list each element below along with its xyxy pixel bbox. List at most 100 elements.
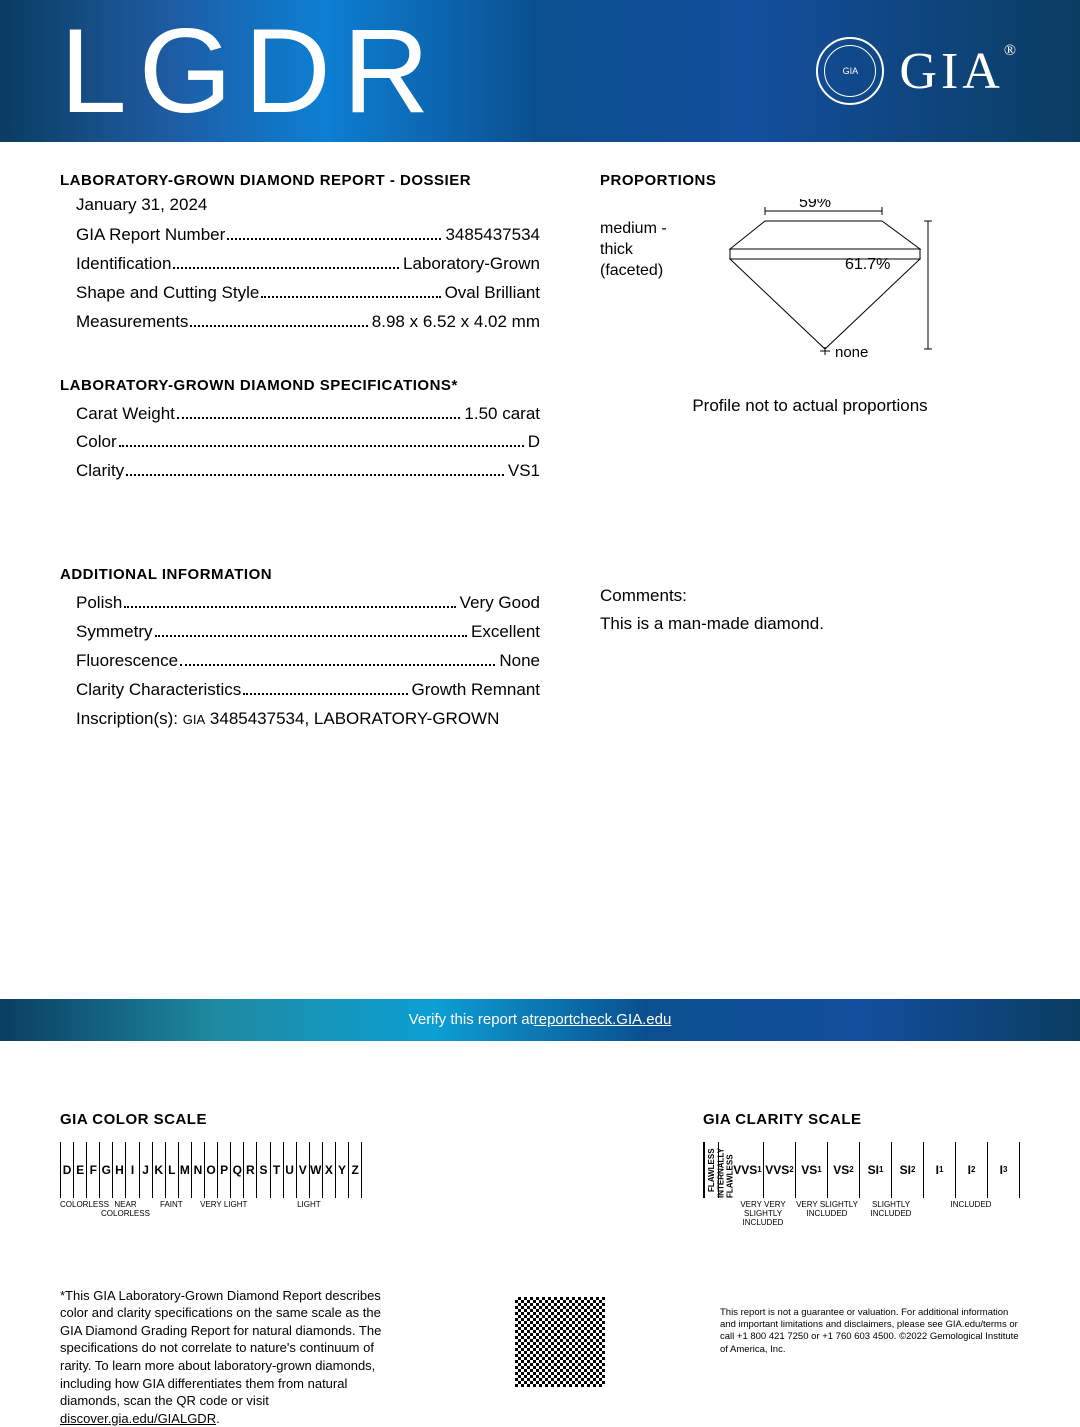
row-label: GIA Report Number <box>76 221 225 250</box>
color-grade-cell: F <box>87 1142 100 1198</box>
color-grade-cell: N <box>192 1142 205 1198</box>
data-row: Shape and Cutting Style Oval Brilliant <box>76 279 540 308</box>
verify-prefix: Verify this report at <box>409 1011 534 1028</box>
color-grade-cell: K <box>153 1142 166 1198</box>
color-grade-cell: V <box>297 1142 310 1198</box>
report-section-title: LABORATORY-GROWN DIAMOND REPORT - DOSSIE… <box>60 172 540 189</box>
inscription-prefix: GIA <box>183 712 205 727</box>
comments-text: This is a man-made diamond. <box>600 614 1020 634</box>
color-grade-cell: J <box>140 1142 153 1198</box>
report-date: January 31, 2024 <box>76 195 540 215</box>
clarity-grade-cell: VS2 <box>828 1142 860 1198</box>
color-grade-cell: L <box>166 1142 179 1198</box>
row-value: None <box>499 647 540 676</box>
clarity-group-label: VERY VERY SLIGHTLY INCLUDED <box>731 1200 795 1227</box>
row-label: Polish <box>76 589 122 618</box>
color-grade-cell: H <box>113 1142 126 1198</box>
clarity-group-label: INCLUDED <box>923 1200 1019 1227</box>
row-value: Oval Brilliant <box>445 279 540 308</box>
row-value: Laboratory-Grown <box>403 250 540 279</box>
color-grade-cell: I <box>126 1142 139 1198</box>
color-group-label: NEAR COLORLESS <box>99 1200 151 1218</box>
color-scale-title: GIA COLOR SCALE <box>60 1111 362 1128</box>
gia-logo: GIA GIA® <box>816 37 1020 105</box>
verify-bar: Verify this report at reportcheck.GIA.ed… <box>0 999 1080 1041</box>
data-row: Clarity VS1 <box>76 457 540 486</box>
clarity-group-label: SLIGHTLY INCLUDED <box>859 1200 923 1227</box>
color-grade-cell: E <box>74 1142 87 1198</box>
data-row: Clarity Characteristics Growth Remnant <box>76 676 540 705</box>
color-grade-cell: U <box>284 1142 297 1198</box>
data-row: GIA Report Number 3485437534 <box>76 221 540 250</box>
row-label: Carat Weight <box>76 400 175 429</box>
clarity-grade-cell: I2 <box>956 1142 988 1198</box>
color-grade-cell: Y <box>336 1142 349 1198</box>
row-value: VS1 <box>508 457 540 486</box>
row-label: Clarity <box>76 457 124 486</box>
verify-link[interactable]: reportcheck.GIA.edu <box>534 1011 672 1028</box>
color-grade-cell: P <box>218 1142 231 1198</box>
additional-section-title: ADDITIONAL INFORMATION <box>60 566 540 583</box>
header-banner: LGDR GIA GIA® <box>0 0 1080 142</box>
data-row: Identification Laboratory-Grown <box>76 250 540 279</box>
gia-seal-icon: GIA <box>816 37 884 105</box>
footer-disclaimer: *This GIA Laboratory-Grown Diamond Repor… <box>60 1287 400 1427</box>
clarity-grade-cell: VS1 <box>796 1142 828 1198</box>
lgdr-wordmark: LGDR <box>60 11 441 131</box>
clarity-grade-cell: VVS2 <box>764 1142 796 1198</box>
svg-text:61.7%: 61.7% <box>845 256 890 273</box>
data-row: Fluorescence None <box>76 647 540 676</box>
color-group-label: VERY LIGHT <box>191 1200 257 1218</box>
inscription-label: Inscription(s): <box>76 709 178 728</box>
row-value: Excellent <box>471 618 540 647</box>
color-group-label: FAINT <box>152 1200 191 1218</box>
footer-link[interactable]: discover.gia.edu/GIALGDR <box>60 1411 216 1426</box>
color-group-label: COLORLESS <box>60 1200 99 1218</box>
clarity-grade-cell: SI2 <box>892 1142 924 1198</box>
data-row: Carat Weight 1.50 carat <box>76 400 540 429</box>
color-grade-cell: Z <box>349 1142 362 1198</box>
clarity-scale: GIA CLARITY SCALE FLAWLESSINTERNALLY FLA… <box>703 1111 1020 1227</box>
color-grade-cell: D <box>61 1142 74 1198</box>
row-label: Identification <box>76 250 171 279</box>
data-row: Measurements8.98 x 6.52 x 4.02 mm <box>76 308 540 337</box>
proportions-title: PROPORTIONS <box>600 172 1020 189</box>
comments-label: Comments: <box>600 586 1020 606</box>
data-row: Polish Very Good <box>76 589 540 618</box>
row-label: Fluorescence <box>76 647 178 676</box>
row-value: 1.50 carat <box>464 400 540 429</box>
color-grade-cell: Q <box>231 1142 244 1198</box>
row-label: Color <box>76 428 117 457</box>
clarity-scale-title: GIA CLARITY SCALE <box>703 1111 1020 1128</box>
clarity-group-label <box>703 1200 731 1227</box>
clarity-grade-cell: SI1 <box>860 1142 892 1198</box>
diamond-diagram: 59% 61.7% none medium - thick (faceted) … <box>600 199 1020 416</box>
color-group-label: LIGHT <box>256 1200 361 1218</box>
svg-text:59%: 59% <box>799 199 831 211</box>
girdle-label: medium - thick (faceted) <box>600 219 680 281</box>
color-grade-cell: M <box>179 1142 192 1198</box>
clarity-group-label: VERY SLIGHTLY INCLUDED <box>795 1200 859 1227</box>
row-label: Shape and Cutting Style <box>76 279 259 308</box>
inscription-value: 3485437534, LABORATORY-GROWN <box>210 709 499 728</box>
row-value: 3485437534 <box>445 221 540 250</box>
data-row: Symmetry Excellent <box>76 618 540 647</box>
clarity-grade-cell: I1 <box>924 1142 956 1198</box>
row-label: Clarity Characteristics <box>76 676 241 705</box>
clarity-grade-cell: INTERNALLY FLAWLESS <box>718 1142 732 1198</box>
row-value: Very Good <box>460 589 540 618</box>
color-grade-cell: G <box>100 1142 113 1198</box>
qr-code <box>515 1297 605 1387</box>
color-scale: GIA COLOR SCALE DEFGHIJKLMNOPQRSTUVWXYZ … <box>60 1111 362 1227</box>
row-value: Growth Remnant <box>412 676 541 705</box>
color-grade-cell: T <box>271 1142 284 1198</box>
row-label: Measurements <box>76 308 188 337</box>
row-label: Symmetry <box>76 618 153 647</box>
footer-legal: This report is not a guarantee or valuat… <box>720 1307 1020 1356</box>
svg-text:none: none <box>835 344 868 361</box>
row-value: D <box>528 428 540 457</box>
color-grade-cell: X <box>323 1142 336 1198</box>
color-grade-cell: S <box>257 1142 270 1198</box>
diagram-caption: Profile not to actual proportions <box>600 396 1020 416</box>
clarity-grade-cell: I3 <box>988 1142 1020 1198</box>
